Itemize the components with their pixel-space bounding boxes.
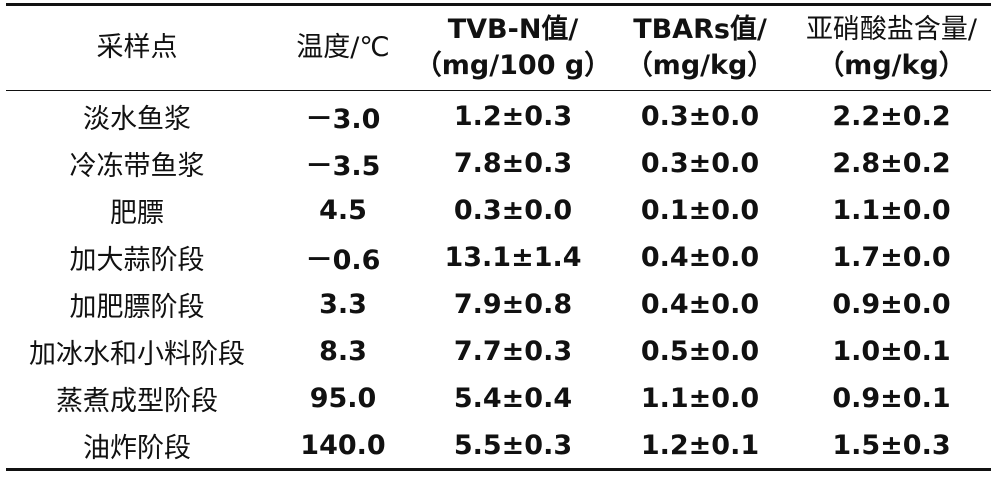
cell-nitrite: 1.7±0.0 bbox=[832, 242, 951, 273]
cell-temperature: 4.5 bbox=[319, 195, 367, 226]
cell-temperature: 3.3 bbox=[319, 289, 367, 320]
cell-temperature: 95.0 bbox=[309, 383, 377, 414]
header-unit: （mg/kg） bbox=[625, 50, 775, 81]
header-unit: （mg/kg） bbox=[817, 50, 966, 81]
header-sampling-point: 采样点 bbox=[6, 6, 268, 90]
header-label: 温度/℃ bbox=[296, 32, 390, 63]
header-unit: （mg/100 g） bbox=[414, 50, 612, 81]
cell-tbars: 1.1±0.0 bbox=[640, 383, 760, 414]
table-row: 油炸阶段 140.0 5.5±0.3 1.2±0.1 1.5±0.3 bbox=[6, 422, 991, 469]
cell-tbars: 0.4±0.0 bbox=[640, 242, 760, 273]
table-row: 加肥膘阶段 3.3 7.9±0.8 0.4±0.0 0.9±0.0 bbox=[6, 281, 991, 328]
cell-temperature: －3.0 bbox=[305, 104, 381, 135]
cell-nitrite: 0.9±0.0 bbox=[832, 289, 951, 320]
cell-sampling-point: 淡水鱼浆 bbox=[83, 104, 191, 135]
cell-sampling-point: 肥膘 bbox=[110, 198, 164, 229]
cell-tvbn: 5.5±0.3 bbox=[453, 430, 573, 461]
cell-sampling-point: 油炸阶段 bbox=[83, 433, 191, 464]
header-rule bbox=[6, 90, 991, 91]
cell-nitrite: 1.0±0.1 bbox=[832, 336, 951, 367]
cell-nitrite: 1.5±0.3 bbox=[832, 430, 951, 461]
cell-temperature: 140.0 bbox=[300, 430, 386, 461]
cell-tbars: 0.3±0.0 bbox=[640, 148, 760, 179]
cell-tvbn: 5.4±0.4 bbox=[453, 383, 573, 414]
cell-tbars: 0.1±0.0 bbox=[640, 195, 760, 226]
table-header-row: 采样点 温度/℃ TVB-N值/ （mg/100 g） TBARs值/ （mg/… bbox=[6, 6, 991, 90]
cell-tvbn: 7.9±0.8 bbox=[453, 289, 573, 320]
cell-tvbn: 0.3±0.0 bbox=[453, 195, 573, 226]
header-label: TVB-N值/ bbox=[447, 14, 579, 45]
cell-sampling-point: 加大蒜阶段 bbox=[69, 245, 205, 276]
cell-sampling-point: 加冰水和小料阶段 bbox=[29, 339, 245, 370]
data-table: 采样点 温度/℃ TVB-N值/ （mg/100 g） TBARs值/ （mg/… bbox=[6, 0, 991, 477]
table-body: 淡水鱼浆 －3.0 1.2±0.3 0.3±0.0 2.2±0.2 冷冻带鱼浆 … bbox=[6, 93, 991, 469]
cell-nitrite: 0.9±0.1 bbox=[832, 383, 951, 414]
table-row: 蒸煮成型阶段 95.0 5.4±0.4 1.1±0.0 0.9±0.1 bbox=[6, 375, 991, 422]
cell-nitrite: 2.2±0.2 bbox=[832, 101, 951, 132]
header-label: 采样点 bbox=[96, 32, 178, 63]
header-tvbn: TVB-N值/ （mg/100 g） bbox=[414, 6, 612, 90]
table-row: 肥膘 4.5 0.3±0.0 0.1±0.0 1.1±0.0 bbox=[6, 187, 991, 234]
cell-tvbn: 7.7±0.3 bbox=[453, 336, 573, 367]
cell-nitrite: 2.8±0.2 bbox=[832, 148, 951, 179]
bottom-rule bbox=[6, 468, 991, 471]
cell-temperature: 8.3 bbox=[319, 336, 367, 367]
cell-tbars: 0.4±0.0 bbox=[640, 289, 760, 320]
cell-nitrite: 1.1±0.0 bbox=[832, 195, 951, 226]
table-row: 加大蒜阶段 －0.6 13.1±1.4 0.4±0.0 1.7±0.0 bbox=[6, 234, 991, 281]
cell-tvbn: 13.1±1.4 bbox=[444, 242, 582, 273]
cell-tbars: 0.3±0.0 bbox=[640, 101, 760, 132]
header-tbars: TBARs值/ （mg/kg） bbox=[608, 6, 792, 90]
header-label: TBARs值/ bbox=[633, 14, 767, 45]
cell-tvbn: 1.2±0.3 bbox=[453, 101, 573, 132]
cell-temperature: －0.6 bbox=[305, 245, 381, 276]
cell-temperature: －3.5 bbox=[305, 151, 381, 182]
cell-tbars: 1.2±0.1 bbox=[640, 430, 760, 461]
cell-sampling-point: 加肥膘阶段 bbox=[69, 292, 205, 323]
top-rule bbox=[6, 3, 991, 6]
header-label: 亚硝酸盐含量/ bbox=[805, 14, 978, 45]
table-row: 淡水鱼浆 －3.0 1.2±0.3 0.3±0.0 2.2±0.2 bbox=[6, 93, 991, 140]
cell-sampling-point: 蒸煮成型阶段 bbox=[56, 386, 218, 417]
cell-tvbn: 7.8±0.3 bbox=[453, 148, 573, 179]
table-row: 加冰水和小料阶段 8.3 7.7±0.3 0.5±0.0 1.0±0.1 bbox=[6, 328, 991, 375]
header-nitrite: 亚硝酸盐含量/ （mg/kg） bbox=[792, 6, 991, 90]
table-row: 冷冻带鱼浆 －3.5 7.8±0.3 0.3±0.0 2.8±0.2 bbox=[6, 140, 991, 187]
header-temperature: 温度/℃ bbox=[268, 6, 418, 90]
cell-sampling-point: 冷冻带鱼浆 bbox=[69, 151, 205, 182]
cell-tbars: 0.5±0.0 bbox=[640, 336, 760, 367]
